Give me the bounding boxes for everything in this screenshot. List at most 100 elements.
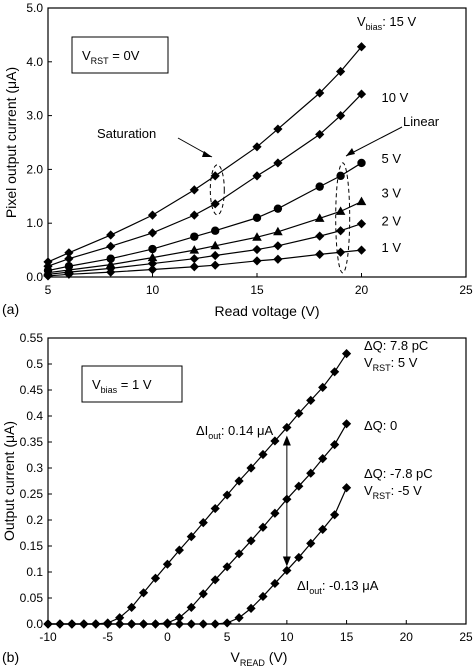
linear-annotation: Linear	[335, 114, 440, 274]
panel-label-b: (b)	[2, 649, 19, 665]
series-3: ΔQ: -7.8 pC VRST: -5 V	[43, 466, 433, 629]
data-point	[234, 613, 244, 623]
y-tick-label: 0.0	[26, 270, 43, 284]
data-point	[55, 619, 65, 629]
data-point	[210, 503, 220, 514]
y-tick-label: 0.1	[26, 565, 43, 579]
series-label-sub: RST	[373, 363, 392, 373]
data-point	[138, 588, 149, 598]
x-tick-label: 20	[400, 630, 414, 644]
x-tick-label: 15	[340, 630, 354, 644]
data-point	[147, 252, 158, 262]
data-point	[306, 395, 316, 405]
data-point	[282, 422, 292, 433]
data-point	[64, 248, 74, 258]
y-tick-label: 4.0	[26, 55, 43, 69]
data-point	[115, 613, 125, 623]
data-point	[190, 232, 199, 241]
series-label: ΔQ: -7.8 pC	[364, 466, 433, 481]
series-label: VRST: 5 V	[364, 355, 418, 373]
vrst-inset-text: VRST = 0V	[82, 48, 140, 66]
data-point	[162, 559, 173, 569]
saturation-annotation: Saturation	[97, 126, 225, 216]
vbias-inset-box	[81, 365, 183, 403]
series-label-sub: bias	[366, 22, 383, 32]
data-point	[330, 440, 340, 450]
data-point	[306, 468, 316, 478]
delta-current-label-bottom-sub: out	[309, 586, 322, 596]
data-point	[336, 226, 346, 236]
linear-arrowhead	[346, 148, 355, 156]
data-point	[252, 244, 262, 255]
series-label: 1 V	[382, 240, 402, 255]
series-label: 2 V	[382, 214, 402, 229]
series-label-sub: RST	[373, 491, 392, 501]
series-line	[47, 249, 362, 277]
data-point	[106, 254, 115, 263]
data-point	[210, 240, 220, 250]
data-point	[198, 619, 208, 629]
linear-ellipse	[335, 162, 351, 274]
panel-a: 5 10 15 20 25 0.0 1.0 2.0 3.0 4.0 5.0 Read voltage …	[2, 1, 473, 319]
data-point	[356, 89, 367, 99]
y-tick-label: 0.4	[26, 409, 43, 423]
data-point	[106, 230, 116, 240]
data-point	[210, 619, 220, 629]
data-point	[273, 124, 283, 134]
series-label: 5 V	[382, 151, 402, 166]
x-tick-label: 25	[459, 630, 473, 644]
y-tick-label: 1.0	[26, 216, 43, 230]
data-point	[273, 226, 283, 236]
series-10v: 10 V	[43, 89, 409, 271]
panel-b: -10 -5 0 5 10 15 20 25 0.0 0.05 0.1 0.15 0.2 0.25 0.3 0…	[1, 331, 473, 668]
panel-label-a: (a)	[2, 301, 19, 317]
data-point	[315, 88, 325, 98]
data-point	[222, 618, 232, 628]
x-axis-label: Read voltage (V)	[214, 303, 319, 319]
data-point	[341, 483, 352, 493]
data-point	[258, 591, 268, 602]
series-2v: 2 V	[43, 214, 401, 279]
series-label: 3 V	[382, 186, 402, 201]
x-tick-label: -10	[39, 630, 57, 644]
data-point	[186, 602, 196, 612]
data-point	[43, 271, 53, 281]
data-point	[341, 349, 352, 359]
vbias-inset-text: Vbias = 1 V	[92, 377, 152, 395]
x-tick-label: 10	[280, 630, 294, 644]
data-point	[246, 463, 256, 473]
data-point	[356, 42, 367, 52]
data-point	[186, 532, 196, 542]
data-point	[174, 545, 184, 555]
data-point	[222, 562, 232, 572]
data-point	[258, 449, 268, 460]
data-point	[315, 249, 325, 260]
data-point	[318, 454, 328, 464]
x-tick-label: 5	[224, 630, 231, 644]
data-point	[189, 262, 199, 272]
data-point	[318, 524, 328, 534]
data-point	[273, 204, 283, 213]
data-point	[148, 244, 157, 254]
data-point	[273, 241, 283, 251]
data-point	[252, 142, 262, 152]
data-point	[222, 490, 232, 500]
series-label: VRST: -5 V	[364, 483, 422, 501]
saturation-arrowhead	[202, 151, 212, 157]
data-point	[138, 619, 149, 629]
data-point	[127, 602, 137, 612]
data-point	[106, 267, 116, 277]
delta-current-label-bottom-tail: : -0.13 μA	[322, 578, 379, 593]
plot-frame	[47, 337, 467, 625]
vrst-inset-box	[71, 36, 169, 74]
series-line	[47, 162, 362, 272]
data-point	[294, 408, 304, 418]
delta-current-label-bottom: ΔIout: -0.13 μA	[297, 578, 379, 596]
data-point	[246, 536, 256, 546]
series-label-main: V	[364, 483, 373, 498]
y-tick-label: 0.2	[26, 513, 43, 527]
data-point	[211, 226, 220, 235]
data-point	[294, 552, 304, 563]
linear-label: Linear	[403, 114, 440, 129]
series-label-tail: : -5 V	[391, 483, 422, 498]
